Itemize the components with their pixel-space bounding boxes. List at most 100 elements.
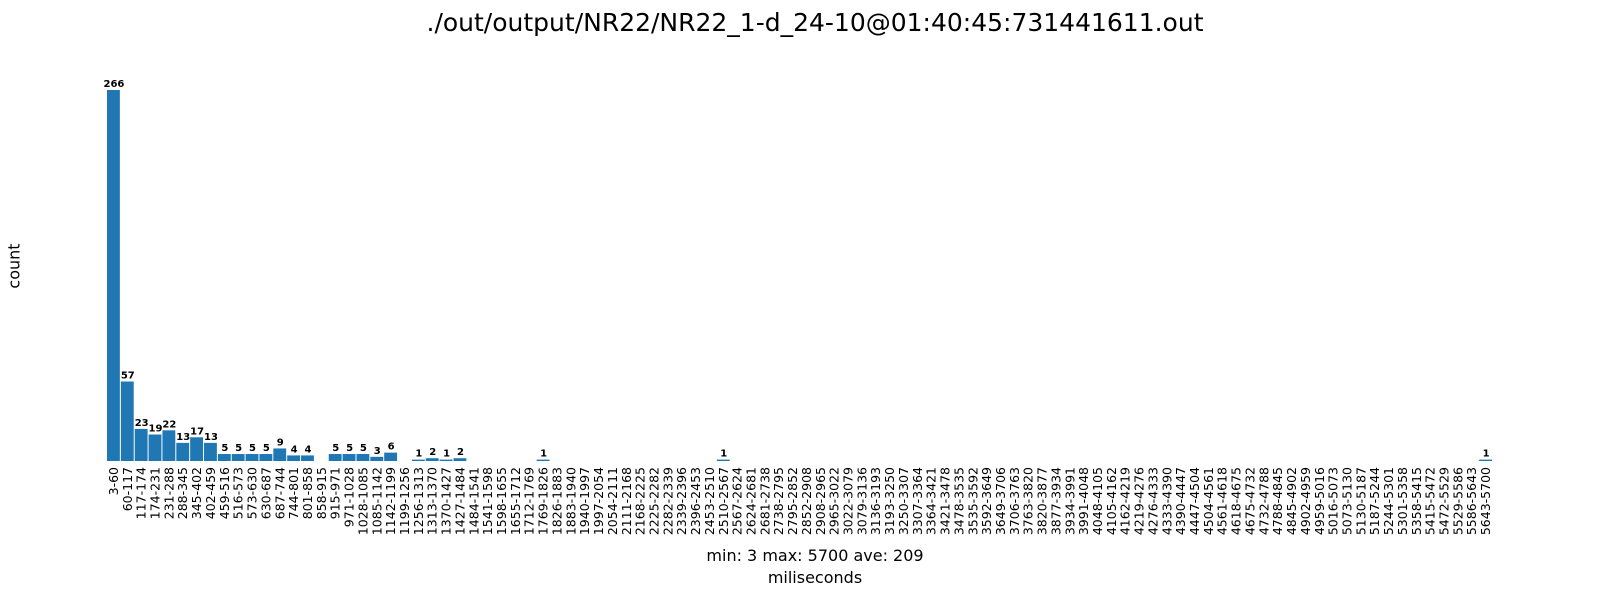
x-tick-label-3136-3193: 3136-3193	[868, 467, 883, 535]
x-tick-label-3592-3649: 3592-3649	[979, 467, 994, 535]
x-tick-label-573-630: 573-630	[245, 467, 260, 519]
x-tick-label-1199-1256: 1199-1256	[397, 467, 412, 535]
x-tick-label-1598-1655: 1598-1655	[494, 467, 509, 535]
x-tick-label-1997-2054: 1997-2054	[591, 467, 606, 535]
x-tick-label-1484-1541: 1484-1541	[466, 467, 481, 535]
chart-title: ./out/output/NR22/NR22_1-d_24-10@01:40:4…	[426, 8, 1204, 37]
x-tick-label-971-1028: 971-1028	[342, 467, 357, 527]
x-tick-label-4561-4618: 4561-4618	[1215, 467, 1230, 535]
x-tick-label-2738-2795: 2738-2795	[771, 467, 786, 535]
x-tick-label-3079-3136: 3079-3136	[854, 467, 869, 535]
x-tick-label-1655-1712: 1655-1712	[508, 467, 523, 535]
bar-402-459	[204, 442, 217, 461]
bar-1313-1370	[425, 458, 439, 461]
x-tick-label-3535-3592: 3535-3592	[965, 467, 980, 535]
data-label-174-231: 19	[149, 424, 163, 435]
x-tick-label-801-858: 801-858	[300, 467, 315, 519]
x-tick-label-5415-5472: 5415-5472	[1423, 467, 1438, 535]
x-tick-label-1541-1598: 1541-1598	[480, 467, 495, 535]
x-tick-label-3478-3535: 3478-3535	[951, 467, 966, 535]
x-tick-label-4902-4959: 4902-4959	[1298, 467, 1313, 535]
x-tick-label-2510-2567: 2510-2567	[716, 467, 731, 535]
x-tick-label-915-971: 915-971	[328, 467, 343, 519]
bar-971-1028	[342, 454, 356, 461]
x-tick-label-3022-3079: 3022-3079	[841, 467, 856, 535]
bar-2510-2567	[716, 459, 730, 461]
x-tick-label-516-573: 516-573	[231, 467, 246, 519]
x-tick-label-288-345: 288-345	[175, 467, 190, 519]
x-tick-label-1883-1940: 1883-1940	[563, 467, 578, 535]
x-tick-label-4675-4732: 4675-4732	[1242, 467, 1257, 535]
data-label-2510-2567: 1	[720, 449, 727, 460]
bar-231-288	[162, 430, 176, 461]
x-tick-label-1769-1826: 1769-1826	[536, 467, 551, 535]
data-label-915-971: 5	[332, 443, 339, 454]
x-tick-label-4845-4902: 4845-4902	[1284, 467, 1299, 535]
x-tick-label-5301-5358: 5301-5358	[1395, 467, 1410, 535]
x-tick-label-2908-2965: 2908-2965	[813, 467, 828, 535]
x-tick-label-2795-2852: 2795-2852	[785, 467, 800, 535]
data-label-5643-5700: 1	[1483, 449, 1490, 460]
data-label-117-174: 23	[135, 418, 149, 429]
x-tick-label-1826-1883: 1826-1883	[549, 467, 564, 535]
x-tick-label-3820-3877: 3820-3877	[1035, 467, 1050, 535]
data-label-1028-1085: 5	[360, 443, 367, 454]
x-tick-label-459-516: 459-516	[217, 467, 232, 519]
bar-174-231	[148, 434, 162, 461]
x-tick-label-5016-5073: 5016-5073	[1326, 467, 1341, 535]
x-tick-label-1085-1142: 1085-1142	[369, 467, 384, 535]
x-tick-label-2965-3022: 2965-3022	[827, 467, 842, 535]
x-tick-label-4788-4845: 4788-4845	[1270, 467, 1285, 535]
x-tick-label-5130-5187: 5130-5187	[1353, 467, 1368, 535]
x-tick-label-4333-4390: 4333-4390	[1159, 467, 1174, 535]
x-tick-label-3421-3478: 3421-3478	[938, 467, 953, 535]
x-tick-label-2111-2168: 2111-2168	[619, 467, 634, 535]
x-tick-label-744-801: 744-801	[286, 467, 301, 519]
data-label-516-573: 5	[235, 443, 242, 454]
x-tick-label-2396-2453: 2396-2453	[688, 467, 703, 535]
data-label-345-402: 17	[190, 426, 204, 437]
x-tick-label-4219-4276: 4219-4276	[1132, 467, 1147, 535]
x-tick-label-1370-1427: 1370-1427	[439, 467, 454, 535]
x-tick-label-2567-2624: 2567-2624	[730, 467, 745, 535]
x-tick-label-174-231: 174-231	[148, 467, 163, 519]
x-tick-label-5472-5529: 5472-5529	[1436, 467, 1451, 535]
data-label-459-516: 5	[221, 443, 228, 454]
x-tick-label-2453-2510: 2453-2510	[702, 467, 717, 535]
data-label-573-630: 5	[249, 443, 256, 454]
data-label-744-801: 4	[291, 444, 298, 455]
data-label-630-687: 5	[263, 443, 270, 454]
x-tick-label-1313-1370: 1313-1370	[425, 467, 440, 535]
data-label-231-288: 22	[162, 419, 176, 430]
x-tick-label-117-174: 117-174	[134, 467, 149, 519]
x-tick-label-3934-3991: 3934-3991	[1062, 467, 1077, 535]
x-tick-label-1256-1313: 1256-1313	[411, 467, 426, 535]
x-tick-label-231-288: 231-288	[161, 467, 176, 519]
bar-345-402	[190, 437, 204, 461]
x-tick-label-3193-3250: 3193-3250	[882, 467, 897, 535]
bar-573-630	[245, 454, 259, 461]
bar-1028-1085	[356, 454, 370, 461]
x-tick-label-4618-4675: 4618-4675	[1229, 467, 1244, 535]
bar-915-971	[328, 454, 342, 461]
x-tick-label-3307-3364: 3307-3364	[910, 467, 925, 535]
x-tick-label-2852-2908: 2852-2908	[799, 467, 814, 535]
x-tick-label-2339-2396: 2339-2396	[674, 467, 689, 535]
x-tick-label-2168-2225: 2168-2225	[633, 467, 648, 535]
x-axis-label: miliseconds	[767, 568, 863, 587]
x-tick-label-4390-4447: 4390-4447	[1173, 467, 1188, 535]
x-tick-label-3649-3706: 3649-3706	[993, 467, 1008, 535]
x-tick-label-402-459: 402-459	[203, 467, 218, 519]
data-label-1427-1484: 2	[457, 447, 464, 458]
bar-1085-1142	[370, 456, 384, 461]
x-tick-label-5358-5415: 5358-5415	[1409, 467, 1424, 535]
bar-1769-1826	[536, 459, 550, 461]
x-tick-label-2225-2282: 2225-2282	[646, 467, 661, 535]
x-tick-label-2054-2111: 2054-2111	[605, 467, 620, 535]
data-label-288-345: 13	[176, 432, 190, 443]
x-tick-label-4504-4561: 4504-4561	[1201, 467, 1216, 535]
x-tick-label-687-744: 687-744	[272, 467, 287, 519]
data-label-60-117: 57	[121, 371, 135, 382]
x-tick-label-630-687: 630-687	[258, 467, 273, 519]
